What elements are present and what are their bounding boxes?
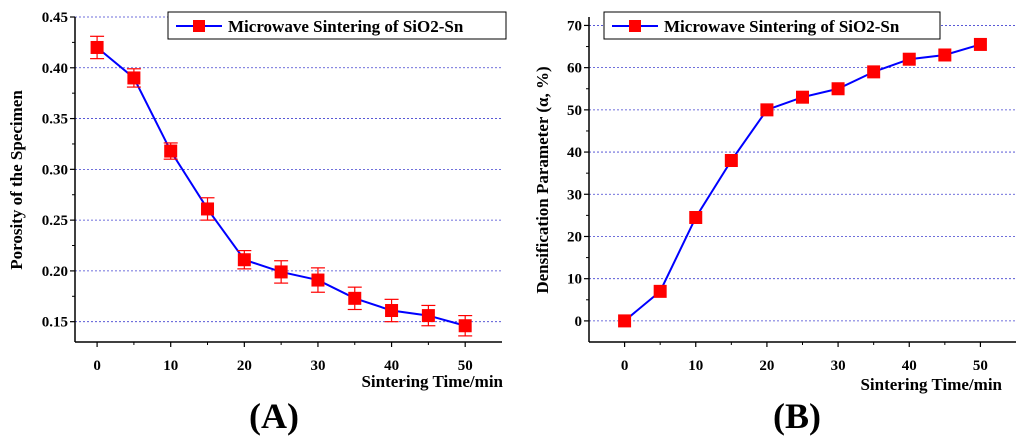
data-point: [90, 40, 104, 54]
y-tick-label: 20: [567, 229, 582, 245]
y-tick-label: 10: [567, 272, 582, 288]
data-point: [760, 103, 774, 117]
data-point: [127, 71, 141, 85]
data-point: [237, 253, 251, 267]
x-axis-title: Sintering Time/min: [860, 375, 1002, 394]
y-tick-label: 0.35: [42, 112, 68, 128]
y-tick-label: 0.45: [42, 10, 68, 26]
data-point: [689, 210, 703, 224]
data-point: [201, 202, 215, 216]
legend-marker: [193, 20, 205, 32]
legend-label: Microwave Sintering of SiO2-Sn: [228, 17, 464, 36]
y-axis-title: Densification Parameter (α, %): [533, 66, 552, 293]
x-tick-label: 0: [93, 358, 101, 374]
x-tick-label: 40: [384, 358, 399, 374]
data-point: [938, 48, 952, 62]
data-point: [311, 273, 325, 287]
legend: Microwave Sintering of SiO2-Sn: [167, 11, 507, 40]
panel-label: (A): [249, 396, 299, 436]
data-point: [274, 265, 288, 279]
legend-marker: [629, 20, 641, 32]
x-tick-label: 20: [759, 358, 774, 374]
data-point: [348, 291, 362, 305]
panel-label: (B): [773, 396, 821, 436]
y-tick-label: 0: [575, 314, 583, 330]
x-tick-label: 10: [688, 358, 703, 374]
legend-label: Microwave Sintering of SiO2-Sn: [664, 17, 900, 36]
x-tick-label: 40: [902, 358, 917, 374]
x-tick-label: 0: [621, 358, 629, 374]
y-tick-label: 0.40: [42, 61, 68, 77]
y-tick-label: 30: [567, 187, 582, 203]
x-axis-title: Sintering Time/min: [361, 372, 503, 391]
data-point: [973, 37, 987, 51]
x-tick-label: 50: [458, 358, 473, 374]
data-point: [421, 309, 435, 323]
y-tick-label: 0.25: [42, 213, 68, 229]
legend-box: [167, 11, 507, 40]
data-point: [618, 314, 632, 328]
y-tick-label: 0.30: [42, 162, 68, 178]
chart-a-porosity: 0.15 0.20 0.25 0.30 0.35 0.40 0.45 0 10 20 30 40 50S…: [7, 10, 507, 436]
legend: Microwave Sintering of SiO2-Sn: [603, 11, 941, 40]
y-tick-label: 40: [567, 145, 582, 161]
data-point: [831, 82, 845, 96]
y-tick-label: 0.15: [42, 315, 68, 331]
y-tick-label: 0.20: [42, 264, 68, 280]
x-tick-label: 30: [310, 358, 325, 374]
x-tick-label: 20: [237, 358, 252, 374]
series-line: [96, 46, 466, 327]
data-point: [724, 154, 738, 168]
y-tick-label: 60: [567, 61, 582, 77]
x-tick-label: 10: [163, 358, 178, 374]
data-point: [867, 65, 881, 79]
x-tick-label: 30: [831, 358, 846, 374]
series-line: [623, 43, 981, 322]
data-point: [458, 319, 472, 333]
x-tick-label: 50: [973, 358, 988, 374]
data-point: [653, 284, 667, 298]
legend-box: [603, 11, 941, 40]
y-axis-title: Porosity of the Specimen: [7, 90, 26, 270]
data-point: [796, 90, 809, 104]
y-tick-label: 50: [567, 103, 582, 119]
data-point: [902, 52, 916, 66]
y-tick-label: 70: [567, 18, 582, 34]
data-point: [164, 144, 178, 158]
data-point: [385, 304, 399, 318]
